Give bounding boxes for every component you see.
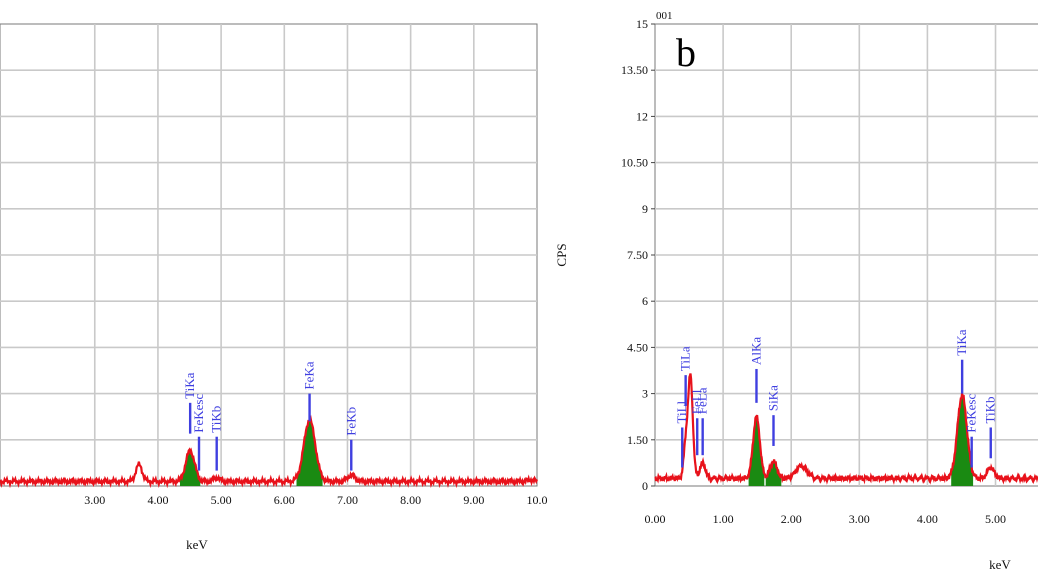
y-tick-label: 3: [642, 387, 648, 401]
y-tick-label: 15: [636, 17, 648, 31]
peak-label: FeKb: [343, 407, 358, 436]
x-tick-label: 6.00: [274, 493, 295, 507]
x-tick-label: 3.00: [849, 512, 870, 526]
x-tick-label: 7.00: [337, 493, 358, 507]
spectrum-line: [654, 373, 1038, 485]
x-tick-label: 5.00: [211, 493, 232, 507]
peak-label: FeKesc: [191, 394, 206, 433]
x-tick-label: 10.0: [527, 493, 548, 507]
x-axis-label: keV: [186, 537, 208, 552]
peak-label: TiKa: [954, 329, 969, 355]
y-tick-label: 13.50: [621, 63, 648, 77]
y-tick-label: 1.50: [627, 433, 648, 447]
x-tick-label: 8.00: [400, 493, 421, 507]
peak-label: TiKa: [182, 372, 197, 398]
peak-label: SiKa: [766, 385, 781, 411]
x-tick-label: 3.00: [84, 493, 105, 507]
x-tick-label: 2.00: [781, 512, 802, 526]
spectrum-series: [0, 414, 539, 489]
peak-label: FeKesc: [964, 394, 979, 433]
corner-note: 001: [656, 10, 673, 22]
filled-peak: [296, 419, 323, 486]
y-tick-label: 0: [642, 479, 648, 493]
y-tick-labels: 0 1.50 3 4.50 6 7.50 9 10.50 12 13.50 15: [621, 17, 655, 493]
peak-label: TiKb: [983, 396, 998, 423]
y-tick-label: 10.50: [621, 156, 648, 170]
x-tick-label: 9.00: [463, 493, 484, 507]
filled-peak-areas: [180, 419, 323, 486]
filled-peak: [765, 461, 782, 486]
y-tick-label: 6: [642, 294, 648, 308]
peak-label: FeKa: [302, 361, 317, 389]
peak-label: FeLa: [695, 387, 710, 414]
y-tick-label: 12: [636, 109, 648, 123]
x-tick-label: 4.00: [147, 493, 168, 507]
x-tick-label: 5.00: [985, 512, 1006, 526]
filled-peak: [951, 395, 974, 486]
panel-label: b: [676, 30, 696, 75]
peak-label: AlKa: [748, 337, 763, 365]
gridlines: [0, 24, 537, 486]
filled-peak: [180, 450, 201, 486]
peak-label: TiLa: [678, 346, 693, 371]
y-tick-label: 7.50: [627, 248, 648, 262]
x-tick-labels: 3.00 4.00 5.00 6.00 7.00 8.00 9.00 10.0: [84, 493, 547, 507]
x-tick-label: 0.00: [645, 512, 666, 526]
x-axis-label: keV: [989, 557, 1011, 572]
filled-peak: [748, 416, 765, 486]
y-tick-label: 4.50: [627, 340, 648, 354]
spectrum-line: [0, 414, 539, 489]
x-tick-labels: 0.00 1.00 2.00 3.00 4.00 5.00: [645, 512, 1007, 526]
y-tick-label: 9: [642, 202, 648, 216]
gridlines: [655, 24, 1038, 486]
y-axis-label: CPS: [554, 243, 569, 266]
peak-label: TiKb: [209, 406, 224, 433]
spectrum-series: [654, 373, 1038, 485]
peak-label: FeLl: [689, 389, 704, 414]
peak-label: TiLl: [674, 400, 689, 423]
x-tick-label: 4.00: [917, 512, 938, 526]
filled-peak-areas: [748, 395, 974, 486]
x-tick-label: 1.00: [713, 512, 734, 526]
